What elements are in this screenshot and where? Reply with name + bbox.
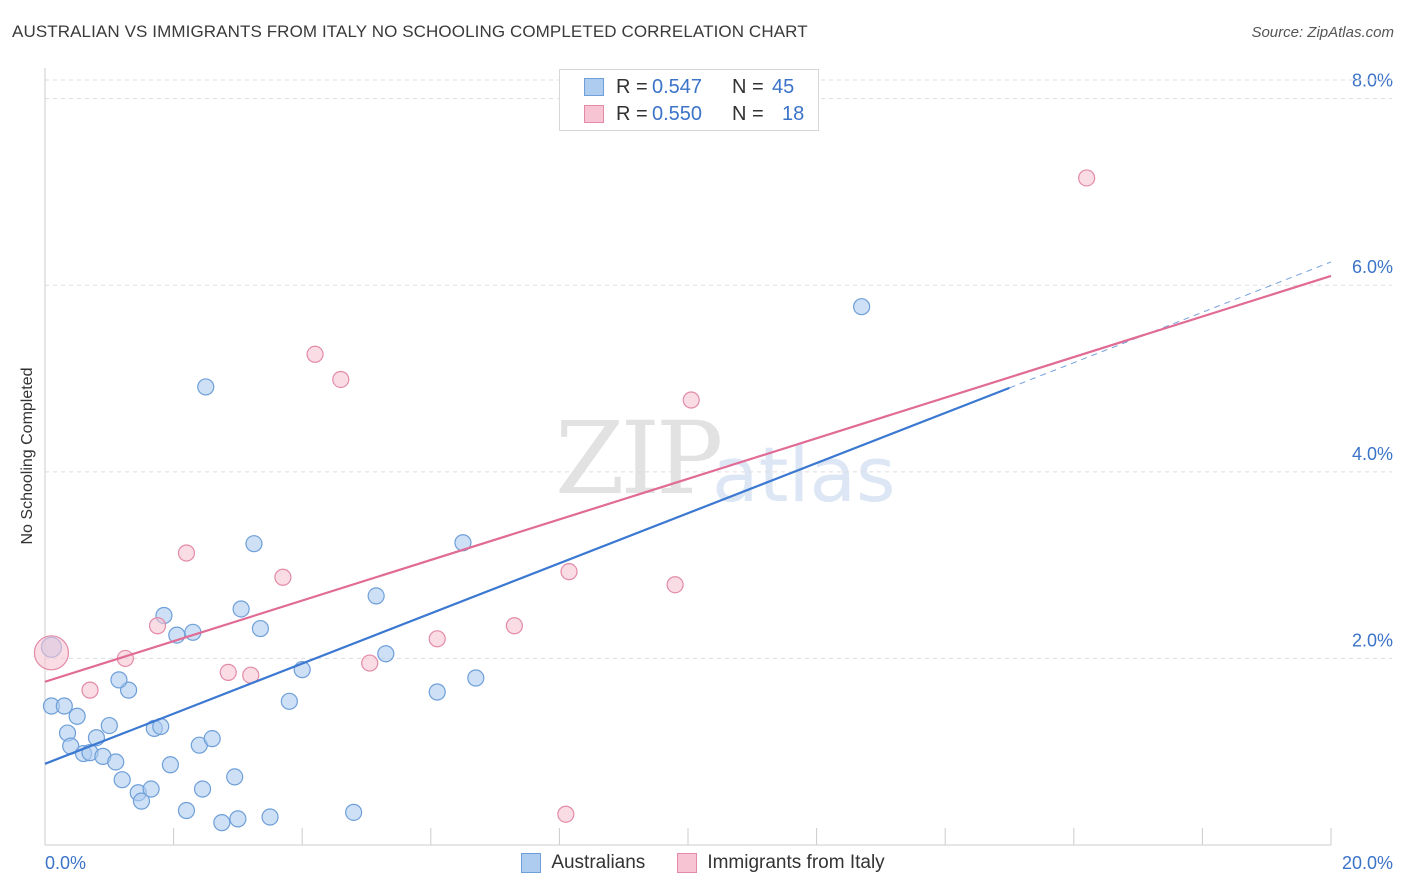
legend-n-value: 18 <box>782 102 805 125</box>
point-italy <box>428 630 446 648</box>
trendline-australians-extension <box>1009 261 1332 389</box>
legend-row-australians: R = 0.547 N = 45 <box>584 76 794 98</box>
legend-swatch-australians <box>521 853 542 873</box>
point-italy <box>81 681 99 699</box>
point-italy <box>505 617 523 635</box>
point-australians <box>197 378 215 396</box>
point-australians <box>367 587 385 605</box>
point-italy <box>274 568 292 586</box>
legend-row-italy: R = 0.550 N = 18 <box>584 103 804 125</box>
point-australians <box>428 683 446 701</box>
point-australians <box>110 671 128 689</box>
point-australians <box>68 707 86 725</box>
legend-r-label: R = <box>616 102 648 125</box>
legend-n-label: N = <box>732 75 764 98</box>
source-label: Source: ZipAtlas.com <box>1251 24 1394 41</box>
point-italy <box>332 370 350 389</box>
point-australians <box>245 535 263 553</box>
x-tick-label: 0.0% <box>45 853 86 873</box>
legend-item-australians[interactable]: Australians <box>521 852 645 874</box>
point-italy <box>33 635 70 671</box>
point-australians <box>213 814 231 832</box>
legend-label-australians: Australians <box>551 852 646 873</box>
point-australians <box>467 669 485 687</box>
legend-swatch-italy <box>677 853 698 873</box>
point-australians <box>232 600 250 618</box>
legend-r-value: 0.547 <box>652 75 703 98</box>
legend-n-value: 45 <box>772 75 795 98</box>
point-australians <box>193 780 212 798</box>
y-tick-label: 2.0% <box>1352 630 1393 650</box>
point-australians <box>142 780 160 798</box>
point-australians <box>377 645 395 663</box>
legend-n-label: N = <box>732 102 764 125</box>
point-italy <box>1078 169 1096 187</box>
point-italy <box>361 654 379 672</box>
point-australians <box>107 753 125 771</box>
point-australians <box>251 619 270 638</box>
chart-title: AUSTRALIAN VS IMMIGRANTS FROM ITALY NO S… <box>12 22 808 41</box>
legend-swatch-australians <box>584 78 604 96</box>
point-italy <box>560 563 578 581</box>
stats-legend: R = 0.547 N = 45 R = 0.550 N = 18 <box>559 69 819 131</box>
trendline-australians <box>44 386 1010 765</box>
point-australians <box>177 801 196 820</box>
point-australians <box>132 792 151 810</box>
point-italy <box>682 391 700 409</box>
y-tick-label: 8.0% <box>1352 71 1393 91</box>
trendline-italy <box>44 274 1332 683</box>
point-australians <box>345 803 363 821</box>
legend-r-label: R = <box>616 75 648 98</box>
point-italy <box>148 617 167 635</box>
point-italy <box>557 805 575 823</box>
point-australians <box>203 730 221 748</box>
point-australians <box>853 298 871 316</box>
y-tick-label: 6.0% <box>1352 257 1393 277</box>
point-italy <box>177 544 196 562</box>
point-italy <box>219 663 237 682</box>
x-tick-label: 20.0% <box>1342 853 1393 873</box>
y-tick-label: 4.0% <box>1352 444 1393 464</box>
point-australians <box>280 692 298 710</box>
series-legend: Australians Immigrants from Italy <box>0 852 1406 874</box>
legend-r-value: 0.550 <box>652 102 703 125</box>
point-australians <box>113 771 131 789</box>
point-australians <box>261 808 279 826</box>
point-italy <box>666 576 684 594</box>
legend-label-italy: Immigrants from Italy <box>707 852 885 873</box>
point-australians <box>226 768 244 786</box>
point-australians <box>161 756 179 774</box>
legend-item-italy[interactable]: Immigrants from Italy <box>677 852 885 874</box>
point-australians <box>100 716 118 735</box>
point-australians <box>229 810 247 828</box>
watermark-zip: ZIP <box>555 400 723 517</box>
legend-swatch-italy <box>584 105 604 123</box>
point-italy <box>306 345 324 363</box>
point-australians <box>55 697 73 715</box>
